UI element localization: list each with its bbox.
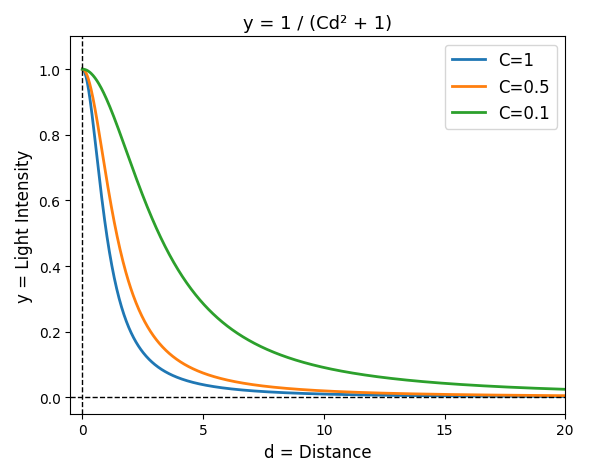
C=1 <box>128 331 135 337</box>
Title: y = 1 / (Cd² + 1): y = 1 / (Cd² + 1) <box>243 15 392 33</box>
C=0.5 <box>79 67 86 73</box>
C=1 <box>411 393 418 398</box>
C=0.1 <box>464 382 471 388</box>
C=1 <box>79 67 86 73</box>
C=0.5 <box>411 391 418 397</box>
C=0.5 <box>274 385 281 391</box>
C=0.1 <box>292 357 299 363</box>
C=1 <box>455 393 462 399</box>
C=1 <box>274 390 281 396</box>
Line: C=1: C=1 <box>82 70 565 397</box>
C=1 <box>562 394 569 399</box>
Line: C=0.5: C=0.5 <box>82 70 565 396</box>
C=0.1 <box>562 387 569 392</box>
C=0.1 <box>128 164 135 169</box>
C=1 <box>464 393 471 399</box>
Legend: C=1, C=0.5, C=0.1: C=1, C=0.5, C=0.1 <box>445 46 557 129</box>
C=1 <box>292 390 299 396</box>
C=0.1 <box>455 382 462 387</box>
C=0.5 <box>562 393 569 399</box>
C=0.1 <box>411 378 418 384</box>
C=0.1 <box>274 351 281 357</box>
X-axis label: d = Distance: d = Distance <box>264 443 372 461</box>
C=0.5 <box>128 288 135 294</box>
C=0.5 <box>464 392 471 398</box>
Line: C=0.1: C=0.1 <box>82 70 565 389</box>
C=0.1 <box>79 67 86 73</box>
C=0.5 <box>455 392 462 397</box>
Y-axis label: y = Light Intensity: y = Light Intensity <box>15 149 33 302</box>
C=0.5 <box>292 387 299 392</box>
